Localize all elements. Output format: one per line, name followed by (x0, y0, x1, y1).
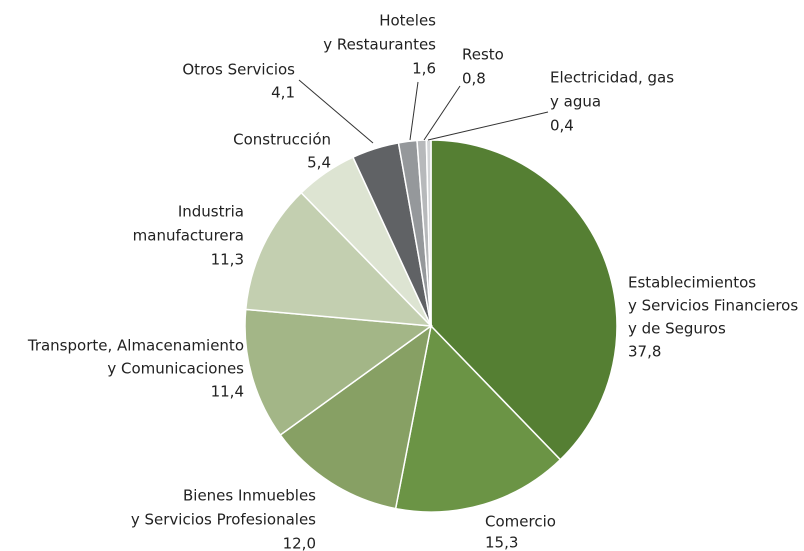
value-label: 1,6 (412, 60, 436, 78)
pie-slice (279, 324, 433, 510)
slice-label: y Restaurantes (323, 36, 436, 54)
slice-label: Bienes Inmuebles (183, 487, 316, 505)
slice-label: y Servicios Financieros (628, 297, 798, 315)
value-label: 0,4 (550, 117, 574, 135)
slice-label: Otros Servicios (182, 61, 295, 79)
value-label: 0,8 (462, 70, 486, 88)
slice-label: Construcción (233, 131, 331, 149)
pie-slice (430, 139, 618, 461)
slice-label: y Comunicaciones (107, 360, 244, 378)
slice-label: Industria (178, 203, 244, 221)
leader-line (427, 111, 549, 141)
slice-label: Comercio (485, 513, 556, 531)
value-label: 12,0 (283, 535, 316, 551)
value-label: 11,3 (211, 251, 244, 269)
slice-label: Hoteles (379, 12, 436, 30)
value-label: 4,1 (271, 84, 295, 102)
slice-label: Electricidad, gas (550, 69, 674, 87)
slice-label: Establecimientos (628, 274, 756, 292)
value-label: 15,3 (485, 534, 518, 551)
slice-label: y de Seguros (628, 320, 726, 338)
value-label: 5,4 (307, 154, 331, 172)
pie-slice (244, 191, 433, 327)
slice-label: manufacturera (133, 227, 244, 245)
slice-label: Resto (462, 46, 504, 64)
leader-line (298, 79, 374, 144)
leader-line (409, 81, 419, 141)
pie-slice (394, 324, 562, 513)
slice-label: y Servicios Profesionales (131, 511, 316, 529)
value-label: 37,8 (628, 343, 661, 361)
slice-label: Transporte, Almacenamiento (27, 337, 244, 355)
pie-slice (244, 308, 434, 437)
leader-line (423, 85, 461, 141)
slice-label: y agua (550, 93, 601, 111)
value-label: 11,4 (211, 383, 244, 401)
